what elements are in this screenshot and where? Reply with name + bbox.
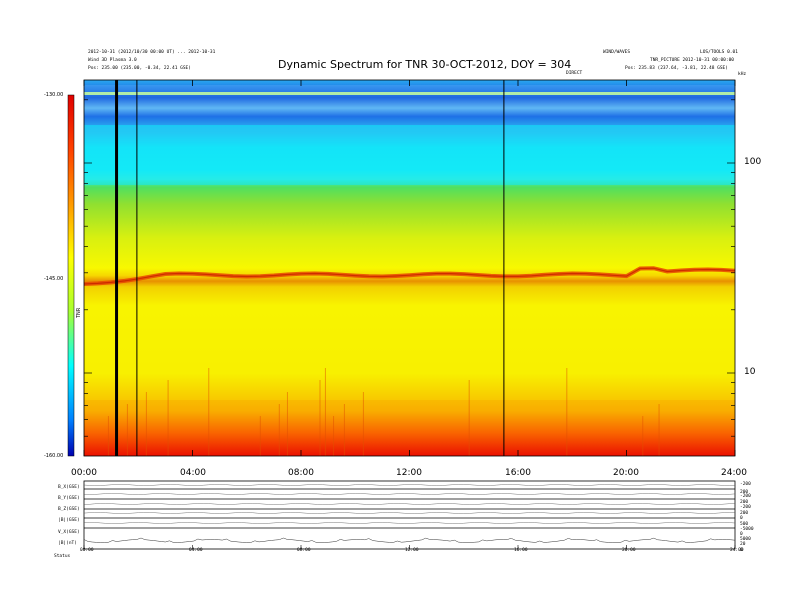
x-tick-label: 12:00: [396, 468, 422, 478]
panel-right-tick: 200: [740, 490, 749, 495]
header-left-line-3: Pos: 235.00 (235.00, -0.34, 22.41 GSE): [88, 66, 191, 71]
panel-trace-bottom: [83, 537, 736, 543]
panel-trace: [83, 522, 736, 524]
x-axis-ticks: [83, 80, 736, 456]
lower-x-tick: 16:00: [514, 548, 528, 553]
header-right-line-1: WIND/WAVES: [603, 50, 631, 55]
panel-right-tick: -5000: [740, 527, 754, 532]
panel-label: |B|(nT): [58, 541, 77, 546]
colorbar-tick-top: -130.00: [44, 92, 64, 98]
spectrogram: [83, 80, 736, 456]
colorbar-tick-bottom: -160.00: [44, 453, 64, 459]
panel-label: B_Z(GSE): [58, 507, 80, 512]
panel-right-tick: -200: [740, 505, 751, 510]
plasma-line-band: [83, 266, 736, 286]
panel-right-tick: 200: [740, 500, 749, 505]
lower-x-tick: 24:00: [730, 548, 744, 553]
lower-x-tick: 00:00: [80, 548, 94, 553]
panel-label: |B|(GSE): [58, 518, 80, 523]
colorbar-tick-mid: -145.00: [44, 276, 64, 282]
panel-right-tick: 20: [740, 542, 746, 547]
x-tick-label: 20:00: [613, 468, 639, 478]
chart-title: Dynamic Spectrum for TNR 30-OCT-2012, DO…: [278, 58, 572, 71]
x-tick-label: 00:00: [71, 468, 97, 478]
panel-right-tick: 200: [740, 511, 749, 516]
panel-right-tick: 5000: [740, 537, 751, 542]
x-tick-label: 16:00: [505, 468, 531, 478]
header-center-small: DIRECT: [566, 71, 583, 76]
panel-trace: [83, 493, 736, 495]
panel-right-tick: 0: [740, 532, 743, 537]
x-tick-label: 08:00: [288, 468, 314, 478]
header-right-top: LOS/TOOLS 0.01: [700, 50, 738, 55]
panel-right-tick: -200: [740, 494, 751, 499]
lower-panels: [83, 480, 736, 550]
lower-panels-frame: [83, 480, 736, 550]
lower-x-tick: 20:00: [622, 548, 636, 553]
panel-right-tick: 0: [740, 516, 743, 521]
data-gap-lines: [115, 80, 505, 456]
panel-trace: [83, 484, 736, 486]
header-right-line-2: TNR_PICTURE 2012-10-31 00:00:00: [650, 58, 734, 63]
panel-trace: [83, 503, 736, 505]
panel-right-tick: -200: [740, 482, 751, 487]
right-axis-unit: kHz: [738, 72, 747, 77]
noise-spikes: [107, 368, 660, 456]
colorbar-label: TNR: [76, 307, 82, 318]
lower-x-tick: 04:00: [189, 548, 203, 553]
colorbar: [67, 94, 75, 457]
panel-trace: [83, 512, 736, 514]
panel-label: B_Y(GSE): [58, 496, 80, 501]
x-tick-label: 24:00: [721, 468, 747, 478]
lower-x-tick: 12:00: [405, 548, 419, 553]
x-tick-label: 04:00: [180, 468, 206, 478]
y-tick-label-10: 10: [744, 367, 756, 377]
header-right-line-3: Pos: 235.83 (237.64, -3.81, 22.48 GSE): [625, 66, 728, 71]
panel-label: V_X(GSE): [58, 530, 80, 535]
status-label: Status: [54, 554, 71, 559]
plasma-line-core: [83, 267, 736, 285]
y-tick-label-100: 100: [744, 157, 762, 167]
panel-right-tick: 0: [740, 548, 743, 553]
header-left-line-2: Wind 3D Plasma 3.0: [88, 58, 137, 63]
y-axis-ticks: [84, 99, 735, 437]
panel-label: B_X(GSE): [58, 485, 80, 490]
header-left-line-1: 2012-10-31 (2012/10/30 00:00 UT) ... 201…: [88, 50, 216, 55]
panel-right-tick: 500: [740, 522, 749, 527]
lower-x-tick: 08:00: [297, 548, 311, 553]
